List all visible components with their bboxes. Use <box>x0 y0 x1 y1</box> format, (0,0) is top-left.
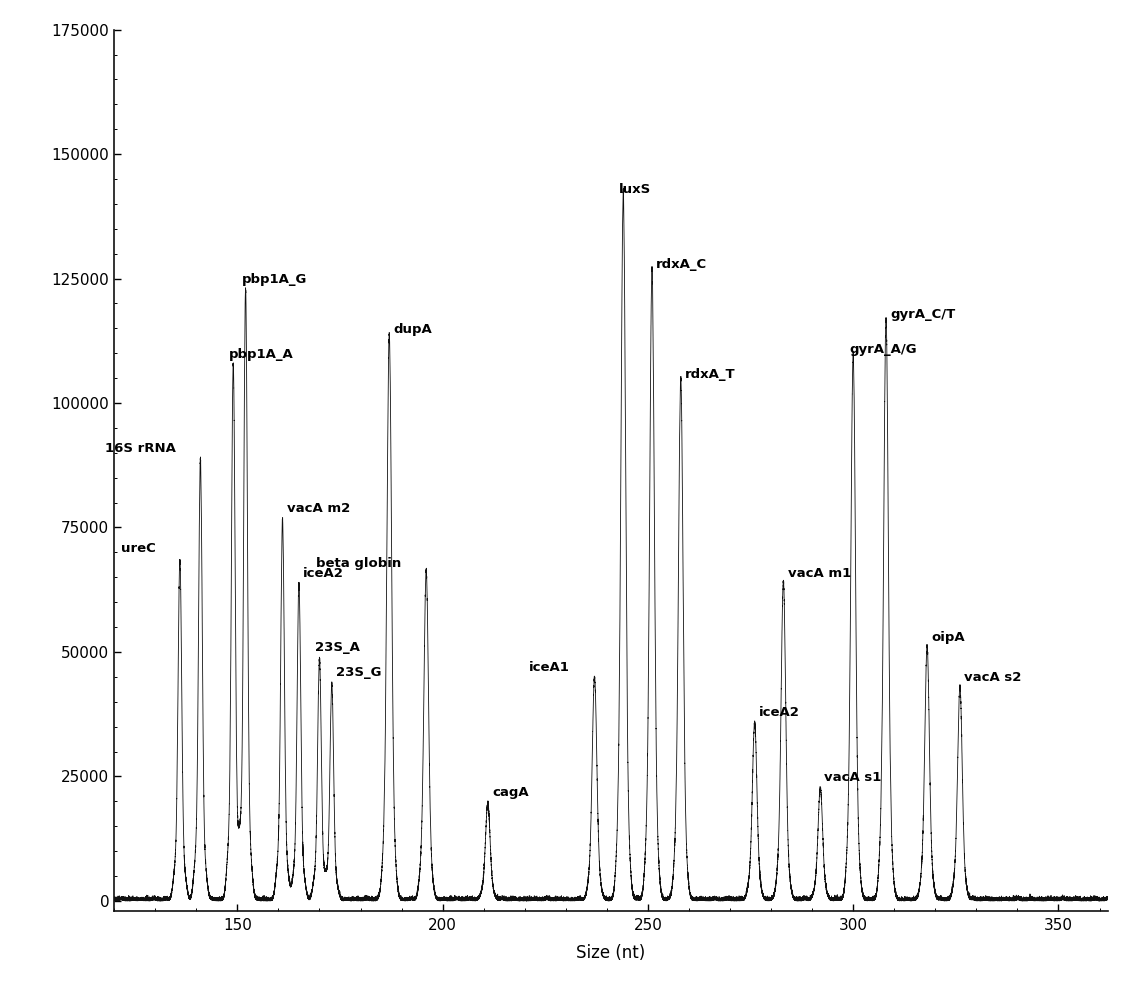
Text: iceA2: iceA2 <box>303 566 344 580</box>
Text: cagA: cagA <box>492 786 529 799</box>
Text: dupA: dupA <box>393 323 432 336</box>
Text: gyrA_C/T: gyrA_C/T <box>890 308 956 321</box>
Text: pbp1A_A: pbp1A_A <box>230 347 293 360</box>
Text: 16S rRNA: 16S rRNA <box>105 443 176 455</box>
Text: rdxA_C: rdxA_C <box>657 258 707 271</box>
Text: ureC: ureC <box>121 542 155 554</box>
Text: 23S_G: 23S_G <box>336 666 381 679</box>
Text: gyrA_A/G: gyrA_A/G <box>850 343 917 355</box>
Text: 23S_A: 23S_A <box>315 642 360 654</box>
X-axis label: Size (nt): Size (nt) <box>577 943 645 962</box>
Text: vacA s1: vacA s1 <box>825 771 882 784</box>
Text: luxS: luxS <box>619 183 651 196</box>
Text: beta globin: beta globin <box>316 556 402 570</box>
Text: rdxA_T: rdxA_T <box>685 367 735 380</box>
Text: vacA m1: vacA m1 <box>788 566 851 580</box>
Text: vacA m2: vacA m2 <box>287 502 349 515</box>
Text: pbp1A_G: pbp1A_G <box>241 273 307 286</box>
Text: iceA1: iceA1 <box>529 661 570 674</box>
Text: vacA s2: vacA s2 <box>964 671 1021 684</box>
Text: oipA: oipA <box>931 632 965 644</box>
Text: iceA2: iceA2 <box>758 706 799 719</box>
